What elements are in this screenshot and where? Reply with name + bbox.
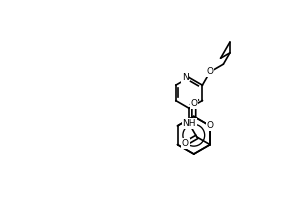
Text: O: O [190,99,197,108]
Text: O: O [207,121,214,130]
Text: NH: NH [182,119,196,128]
Text: N: N [182,73,189,82]
Text: O: O [207,67,214,76]
Text: O: O [182,139,189,148]
